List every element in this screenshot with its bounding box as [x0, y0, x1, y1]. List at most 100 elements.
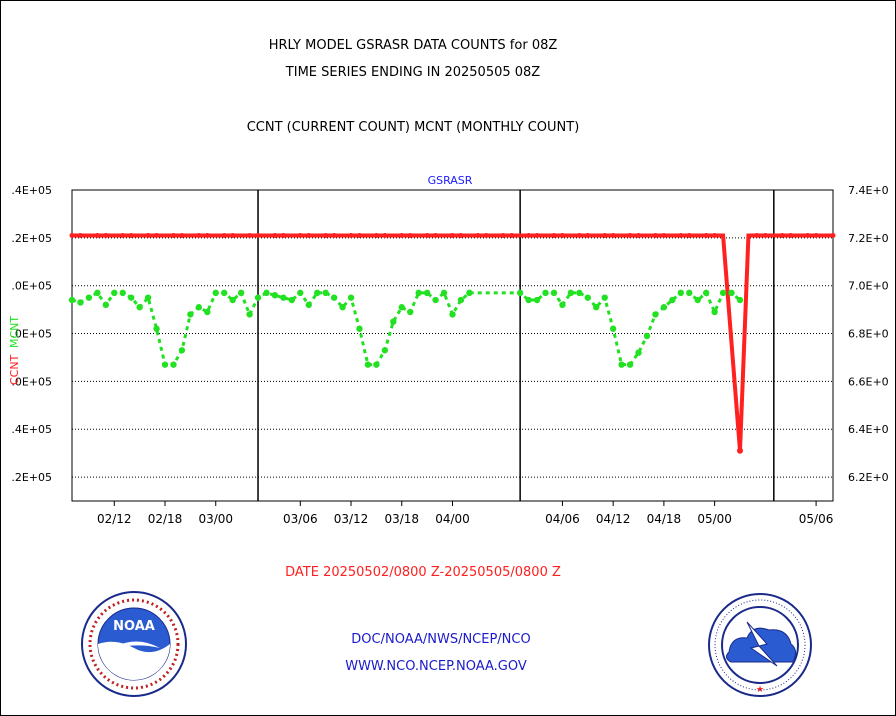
data-point-ccnt — [120, 232, 126, 238]
data-point-mcnt — [153, 325, 160, 332]
data-point-mcnt — [314, 289, 321, 297]
data-point-mcnt — [330, 294, 338, 301]
data-point-mcnt — [322, 289, 329, 297]
data-point-ccnt — [128, 232, 134, 238]
series-layer — [68, 232, 836, 454]
data-point-mcnt — [686, 289, 693, 297]
data-point-mcnt — [381, 347, 389, 354]
data-point-ccnt — [475, 232, 481, 238]
y-tick-label-right: 7.0E+0 — [848, 280, 889, 293]
y-axis-label-mcnt: MCNT — [8, 316, 21, 348]
data-point-mcnt — [584, 294, 591, 301]
data-point-ccnt — [103, 232, 109, 238]
data-point-mcnt — [195, 304, 203, 311]
x-tick-label: 03/18 — [384, 512, 419, 526]
data-point-mcnt — [593, 304, 600, 311]
data-point-mcnt — [652, 311, 659, 318]
data-point-mcnt — [204, 308, 211, 316]
data-point-mcnt — [601, 294, 608, 301]
data-point-ccnt — [323, 232, 329, 238]
data-point-ccnt — [534, 232, 540, 238]
x-tick-label: 05/00 — [697, 512, 732, 526]
data-point-mcnt — [440, 289, 448, 297]
y-tick-label-right: 6.2E+0 — [848, 471, 889, 484]
data-point-mcnt — [533, 296, 541, 304]
data-point-ccnt — [652, 232, 658, 238]
x-tick-label: 03/00 — [198, 512, 233, 526]
data-point-mcnt — [525, 296, 532, 304]
data-point-ccnt — [627, 232, 633, 238]
data-point-mcnt — [711, 308, 718, 316]
data-point-mcnt — [719, 289, 727, 297]
data-point-mcnt — [559, 301, 566, 309]
data-point-ccnt — [145, 232, 151, 238]
data-point-mcnt — [161, 361, 169, 368]
data-point-mcnt — [263, 289, 270, 297]
data-point-mcnt — [288, 296, 296, 304]
data-point-mcnt — [457, 296, 465, 304]
data-point-mcnt — [398, 304, 405, 311]
data-point-ccnt — [382, 232, 388, 238]
footer-org-path[interactable]: DOC/NOAA/NWS/NCEP/NCO — [351, 632, 531, 647]
data-point-ccnt — [77, 232, 83, 238]
data-point-mcnt — [669, 296, 676, 304]
data-point-ccnt — [813, 232, 819, 238]
x-tick-label: 04/00 — [435, 512, 470, 526]
data-point-ccnt — [526, 232, 532, 238]
data-point-ccnt — [509, 232, 515, 238]
data-point-mcnt — [271, 292, 279, 299]
data-point-ccnt — [170, 232, 176, 238]
data-point-mcnt — [111, 289, 118, 297]
data-point-mcnt — [466, 289, 473, 297]
data-point-mcnt — [609, 325, 617, 332]
x-tick-label: 04/18 — [647, 512, 682, 526]
data-point-ccnt — [69, 232, 75, 238]
data-point-mcnt — [364, 361, 372, 368]
data-point-mcnt — [567, 289, 575, 297]
data-point-mcnt — [550, 289, 558, 297]
data-point-mcnt — [102, 301, 110, 309]
axis-layer — [71, 189, 834, 506]
data-point-mcnt — [119, 289, 126, 297]
data-point-ccnt — [255, 232, 261, 238]
y-tick-label-left: .0E+05 — [11, 280, 52, 293]
x-tick-label: 05/06 — [799, 512, 834, 526]
data-point-mcnt — [407, 308, 414, 316]
data-point-mcnt — [94, 289, 101, 297]
data-point-mcnt — [246, 311, 253, 318]
data-point-ccnt — [703, 232, 709, 238]
data-point-ccnt — [348, 232, 354, 238]
data-point-ccnt — [636, 232, 642, 238]
date-range-label: DATE 20250502/0800 Z-20250505/0800 Z — [285, 565, 561, 580]
y-tick-label-left: .4E+05 — [11, 423, 52, 436]
data-point-ccnt — [762, 232, 768, 238]
footer-website[interactable]: WWW.NCO.NCEP.NOAA.GOV — [345, 659, 527, 674]
data-point-mcnt — [339, 304, 346, 311]
chart-subtitle: CCNT (CURRENT COUNT) MCNT (MONTHLY COUNT… — [246, 120, 580, 135]
data-point-ccnt — [247, 232, 253, 238]
y-tick-label-left: .0E+05 — [11, 375, 52, 388]
data-point-mcnt — [449, 311, 456, 318]
data-point-ccnt — [602, 232, 608, 238]
data-point-mcnt — [77, 299, 84, 306]
data-point-mcnt — [643, 332, 651, 340]
data-point-ccnt — [712, 232, 718, 238]
data-point-ccnt — [736, 447, 743, 454]
data-point-ccnt — [805, 232, 811, 238]
x-tick-label: 03/06 — [283, 512, 318, 526]
data-point-ccnt — [483, 232, 489, 238]
y-tick-label-right: 7.2E+0 — [848, 232, 889, 245]
y-tick-label-right: 6.6E+0 — [848, 375, 889, 388]
label-layer: .2E+05 6.2E+0 .4E+05 6.4E+0 .0E+05 6.6E+0 .0E+… — [8, 174, 889, 526]
data-point-ccnt — [280, 232, 286, 238]
data-point-mcnt — [373, 361, 380, 368]
chart-title-line2: TIME SERIES ENDING IN 20250505 08Z — [285, 65, 541, 80]
data-point-ccnt — [610, 232, 616, 238]
data-point-mcnt — [576, 289, 583, 297]
data-point-ccnt — [297, 232, 303, 238]
series-line-ccnt — [72, 233, 833, 451]
data-point-mcnt — [305, 301, 312, 309]
data-point-ccnt — [500, 232, 506, 238]
x-tick-label: 03/12 — [334, 512, 369, 526]
data-point-ccnt — [196, 232, 202, 238]
